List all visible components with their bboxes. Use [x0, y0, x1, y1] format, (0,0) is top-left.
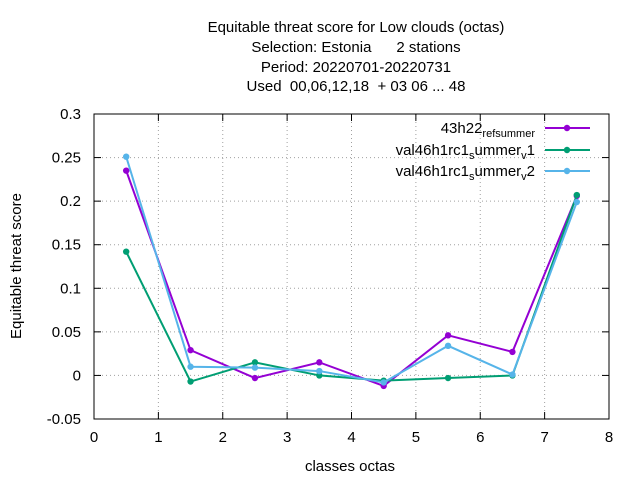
legend-label-1: 43h22refsummer	[441, 120, 536, 140]
x-tick-label: 1	[154, 429, 162, 446]
x-tick-label: 4	[347, 429, 355, 446]
y-tick-label: 0.05	[52, 324, 81, 341]
series-3-point	[251, 364, 259, 371]
x-tick-label: 7	[540, 429, 548, 446]
y-tick-label: 0.2	[60, 193, 81, 210]
series-1-point	[187, 346, 194, 354]
series-2-point	[251, 359, 259, 366]
legend-label-3: val46h1rc1summerv2	[396, 163, 535, 183]
series-1-point	[509, 348, 516, 356]
legend-marker-2	[563, 146, 571, 154]
y-tick-label: 0	[73, 367, 81, 384]
legend: 43h22refsummerval46h1rc1summerv1val46h1r…	[396, 120, 590, 183]
series-2-point	[122, 248, 130, 255]
legend-text-part: s	[469, 171, 475, 183]
title-line-1: Equitable threat score for Low clouds (o…	[208, 19, 505, 36]
series-3-point	[380, 379, 387, 386]
x-axis-label: classes octas	[305, 458, 395, 475]
series-3-point	[573, 198, 581, 206]
series-3-point	[122, 153, 130, 160]
title-line-2: Selection: Estonia 2 stations	[251, 39, 460, 56]
x-tick-label: 2	[219, 429, 227, 446]
series-3-point	[187, 363, 194, 370]
legend-text-part: ummer	[474, 142, 521, 159]
series-1-point	[316, 359, 323, 366]
grid	[94, 114, 609, 419]
axis-tick-labels: 0 1 2 3 4 5 6 7 8 -0.05 0 0.05 0.1 0.15 0.2 0.25 0.3	[47, 106, 613, 446]
x-tick-label: 5	[412, 429, 420, 446]
series-group	[122, 153, 581, 390]
series-1-point	[251, 374, 259, 382]
series-1-point	[444, 332, 452, 339]
legend-text-part: ummer	[474, 163, 521, 180]
series-line-2	[125, 194, 578, 383]
title-line-4: Used 00,06,12,18 + 03 06 ... 48	[247, 78, 466, 95]
y-tick-label: 0.1	[60, 280, 81, 297]
plot-frame	[93, 113, 610, 420]
title-line-3: Period: 20220701-20220731	[261, 59, 451, 76]
chart-title: Equitable threat score for Low clouds (o…	[208, 19, 505, 95]
legend-text-part: 1	[527, 142, 535, 159]
legend-text-part: v	[521, 150, 527, 162]
series-2-point	[573, 191, 581, 199]
legend-text-part: val46h1rc1	[396, 142, 469, 159]
legend-text-part: ref	[482, 128, 496, 140]
series-3-point	[316, 367, 323, 375]
legend-text-part: val46h1rc1	[396, 163, 469, 180]
y-tick-label: 0.3	[60, 106, 81, 123]
y-axis-label: Equitable threat score	[8, 193, 25, 339]
legend-marker-1	[563, 124, 571, 132]
x-tick-label: 0	[90, 429, 98, 446]
legend-text-part: 2	[527, 163, 535, 180]
legend-text-part: s	[469, 150, 475, 162]
legend-label-2: val46h1rc1summerv1	[396, 142, 535, 162]
series-2-point	[187, 378, 194, 385]
y-tick-label: 0.15	[52, 237, 81, 254]
x-tick-label: 8	[605, 429, 613, 446]
series-2-point	[444, 374, 452, 382]
legend-text-part: v	[521, 171, 527, 183]
y-tick-label: 0.25	[52, 150, 81, 167]
legend-marker-3	[563, 167, 571, 175]
series-1-point	[122, 167, 130, 174]
y-tick-label: -0.05	[47, 411, 81, 428]
legend-text-part: summer	[495, 128, 535, 140]
series-3-point	[509, 371, 516, 378]
axis-ticks	[93, 113, 610, 420]
x-tick-label: 6	[476, 429, 484, 446]
series-line-3	[125, 156, 578, 384]
legend-text-part: 43h22	[441, 120, 483, 137]
series-3-point	[444, 342, 452, 349]
x-tick-label: 3	[283, 429, 291, 446]
series-line-1	[125, 170, 578, 388]
